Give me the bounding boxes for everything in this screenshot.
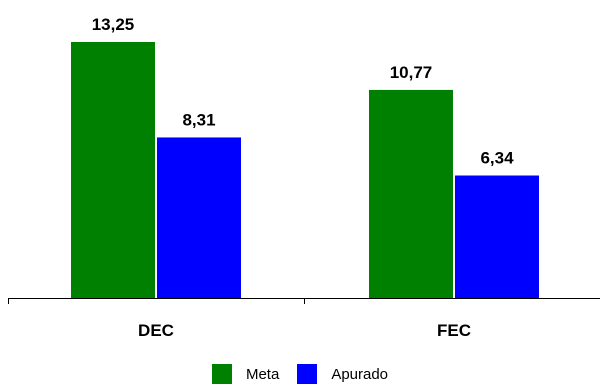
legend-swatch-apurado — [297, 364, 318, 384]
data-label-apurado-fec: 6,34 — [480, 149, 514, 168]
legend-label-meta: Meta — [245, 365, 280, 383]
data-label-meta-dec: 13,25 — [92, 15, 135, 34]
bar-apurado-dec — [157, 137, 241, 298]
bar-meta-fec — [369, 89, 453, 299]
legend-swatch-meta — [211, 364, 232, 384]
bar-meta-dec — [71, 42, 155, 298]
data-label-apurado-dec: 8,31 — [182, 110, 215, 129]
legend: Meta Apurado — [0, 362, 600, 386]
legend-item-apurado: Apurado — [297, 364, 388, 384]
category-label-fec: FEC — [437, 321, 471, 340]
bar-chart: 13,25 8,31 DEC 10,77 6,34 FEC — [8, 15, 600, 340]
category-label-dec: DEC — [138, 321, 174, 340]
bar-apurado-fec — [455, 175, 539, 298]
data-label-meta-fec: 10,77 — [390, 63, 433, 82]
legend-item-meta: Meta — [211, 364, 280, 384]
legend-label-apurado: Apurado — [331, 365, 389, 383]
